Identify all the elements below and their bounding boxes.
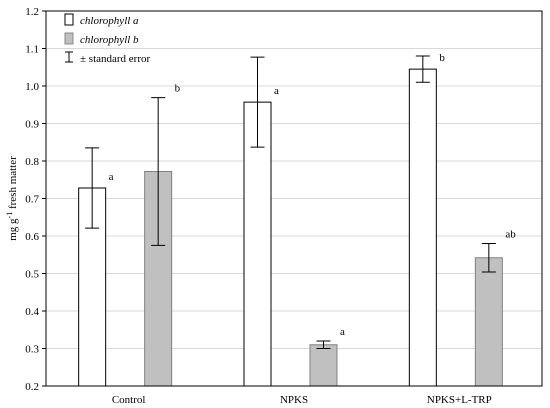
bars-layer bbox=[78, 68, 503, 387]
y-tick-label: 0.5 bbox=[25, 269, 39, 281]
y-tick-label: 1.0 bbox=[25, 81, 39, 93]
error-bars-layer bbox=[85, 55, 496, 349]
y-axis: 0.2 0.3 0.4 0.5 0.6 0.7 0.8 0.9 1.0 1.1 1.2 bbox=[25, 6, 46, 393]
significance-label: a bbox=[340, 326, 345, 338]
significance-label: b bbox=[439, 52, 445, 64]
y-tick-label: 0.4 bbox=[25, 306, 39, 318]
y-tick-label: 0.8 bbox=[25, 156, 39, 168]
x-category-label: NPKS bbox=[280, 394, 308, 406]
significance-label: ab bbox=[505, 229, 516, 241]
significance-label: b bbox=[175, 83, 181, 95]
bar-chlorophyll-a bbox=[408, 68, 437, 387]
y-tick-label: 1.1 bbox=[25, 44, 39, 56]
legend-error-icon bbox=[65, 51, 73, 63]
y-tick-label: 0.3 bbox=[25, 344, 39, 356]
x-category-label: NPKS+L-TRP bbox=[427, 394, 492, 406]
legend-label-error: ± standard error bbox=[80, 53, 151, 65]
legend-label-chlorophyll-a: chlorophyll a bbox=[80, 15, 139, 27]
y-axis-title: mg g-1 fresh matter bbox=[5, 156, 20, 241]
y-tick-label: 0.9 bbox=[25, 119, 39, 131]
bar-chlorophyll-b bbox=[309, 344, 338, 387]
grid-layer bbox=[46, 48, 542, 349]
significance-label: a bbox=[109, 171, 114, 183]
x-axis: Control NPKS NPKS+L-TRP bbox=[112, 394, 492, 406]
y-axis-title-exponent: -1 bbox=[5, 212, 14, 219]
legend-swatch-chlorophyll-a bbox=[64, 13, 74, 26]
x-category-label: Control bbox=[112, 394, 146, 406]
y-tick-label: 0.7 bbox=[25, 194, 39, 206]
legend-label-chlorophyll-b: chlorophyll b bbox=[80, 34, 139, 46]
bar-chlorophyll-b bbox=[474, 257, 503, 387]
legend: chlorophyll a chlorophyll b ± standard e… bbox=[64, 13, 151, 65]
significance-label: a bbox=[274, 85, 279, 97]
y-tick-label: 1.2 bbox=[25, 6, 39, 18]
y-axis-title-unit: mg g bbox=[7, 218, 19, 241]
y-axis-title-rest: fresh matter bbox=[7, 156, 19, 212]
y-tick-label: 0.2 bbox=[25, 381, 39, 393]
y-tick-label: 0.6 bbox=[25, 231, 39, 243]
legend-swatch-chlorophyll-b bbox=[64, 32, 74, 45]
